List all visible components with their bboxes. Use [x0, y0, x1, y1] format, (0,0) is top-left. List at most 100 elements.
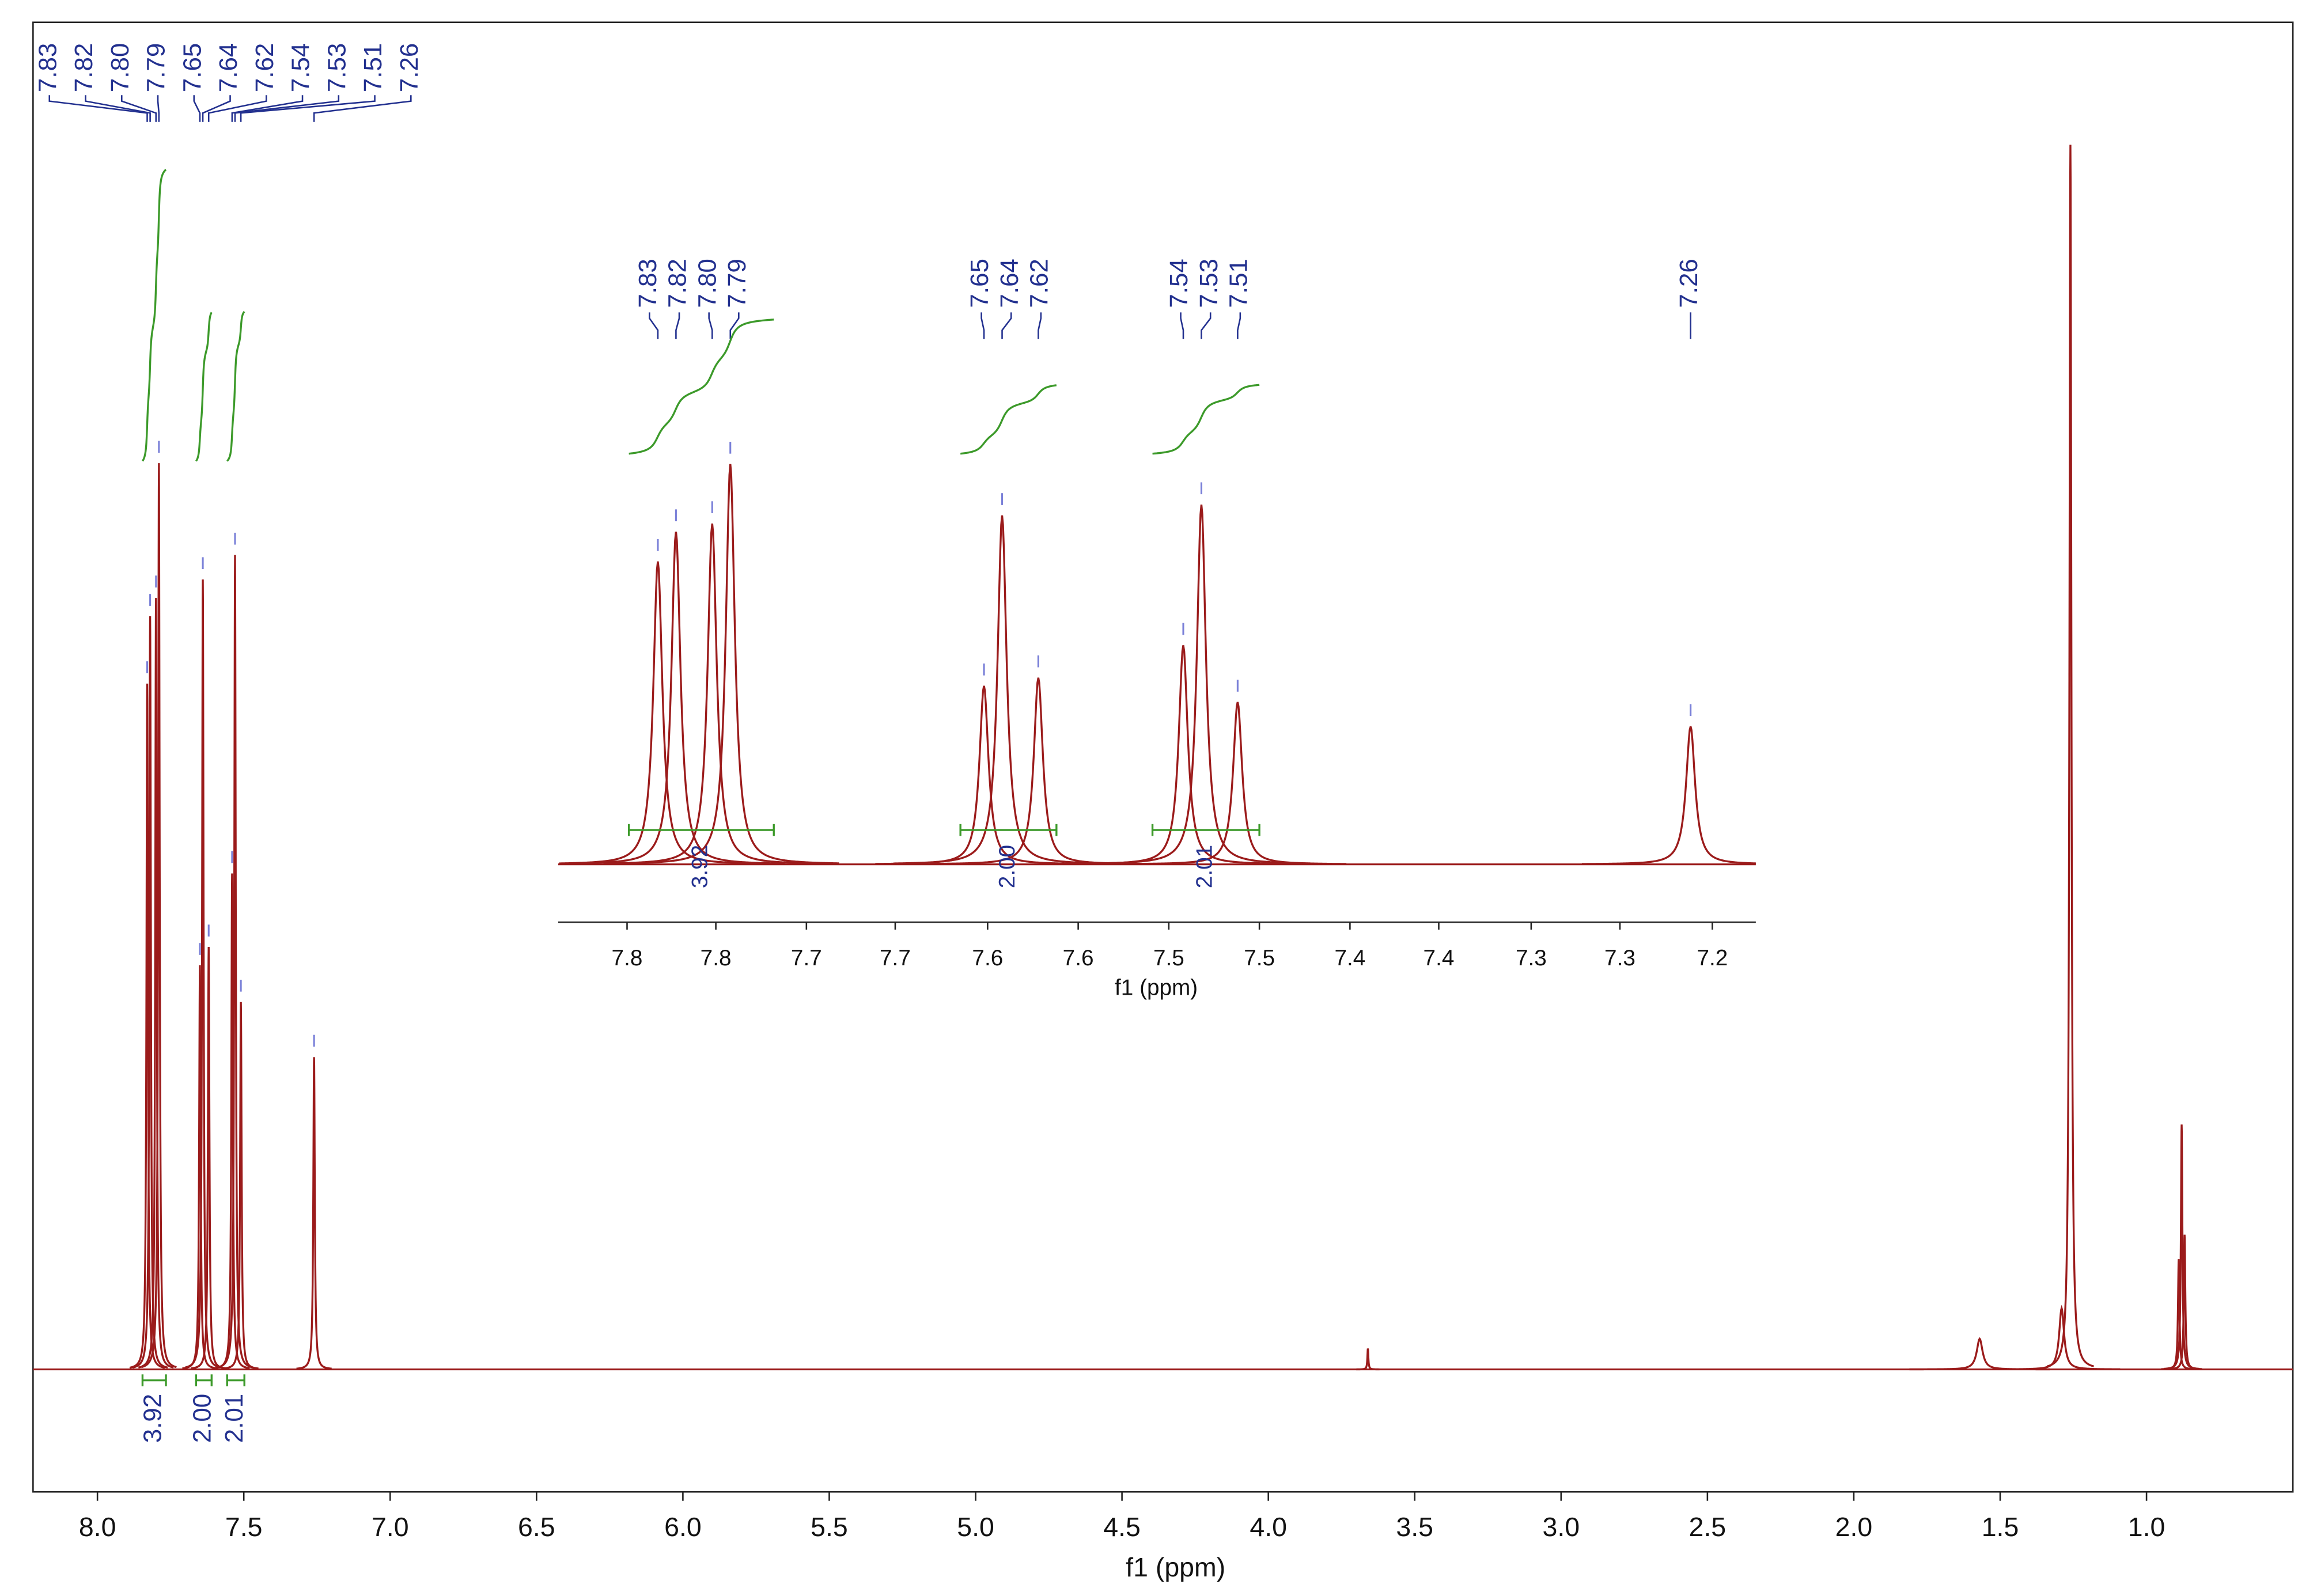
integral-bracket [226, 1374, 245, 1386]
integral-bracket [959, 824, 1058, 836]
x-tick-label: 7.5 [225, 1512, 263, 1542]
x-tick-label: 7.5 [1244, 946, 1275, 971]
x-tick-label: 6.0 [664, 1512, 702, 1542]
x-tick-label: 7.0 [372, 1512, 409, 1542]
peak [217, 555, 253, 1368]
peak-label: 7.54 [287, 43, 315, 92]
peak [2167, 1234, 2202, 1370]
peak-label: 7.53 [1195, 259, 1223, 308]
peak-label: 7.54 [1165, 259, 1193, 308]
peak-label: 7.62 [1025, 259, 1053, 308]
peak-label-leader [193, 95, 201, 122]
x-tick-label: 7.8 [701, 946, 732, 971]
integral-bracket [627, 824, 775, 836]
peak-label: 7.64 [995, 259, 1024, 308]
integral-label: 2.00 [188, 1394, 216, 1443]
integral-curve [195, 312, 213, 462]
x-tick-label: 3.5 [1396, 1512, 1433, 1542]
peak [185, 579, 221, 1368]
peak [929, 677, 1148, 865]
peak-label: 7.64 [214, 43, 243, 92]
peak [296, 1057, 332, 1370]
x-tick-label: 5.5 [811, 1512, 848, 1542]
peak-label-leader [675, 312, 680, 339]
peak [141, 463, 177, 1368]
peak-label: 7.65 [178, 43, 206, 92]
peak-label-leader [313, 95, 412, 122]
x-tick-label: 7.3 [1604, 946, 1635, 971]
x-tick-label: 7.7 [880, 946, 911, 971]
peak-label: 7.79 [723, 259, 751, 308]
peak [2046, 145, 2094, 1367]
peak [893, 515, 1111, 865]
peak-label-leader [207, 95, 267, 122]
peak-label: 7.82 [70, 43, 98, 92]
peak [1129, 702, 1347, 865]
peak-label-leader [231, 95, 304, 122]
peak-label: 7.65 [966, 259, 994, 308]
x-tick-label: 6.5 [518, 1512, 555, 1542]
peak-label-leader [202, 95, 231, 122]
x-tick-label: 4.0 [1250, 1512, 1287, 1542]
peak-label: 7.62 [251, 43, 279, 92]
x-tick-label: 5.0 [957, 1512, 994, 1542]
x-tick-label: 7.4 [1334, 946, 1365, 971]
integral-curve [1152, 384, 1260, 455]
integral-bracket [195, 1374, 213, 1386]
peak-label: 7.51 [1224, 259, 1252, 308]
peak-label-leader [240, 95, 376, 122]
peak-label: 7.83 [33, 43, 62, 92]
peak [622, 464, 839, 865]
peak [567, 531, 785, 865]
integral-curve [960, 384, 1057, 455]
peak-label-leader [85, 95, 151, 122]
integral-curve [142, 169, 167, 462]
x-tick-label: 7.6 [972, 946, 1003, 971]
integral-curve [629, 319, 774, 455]
peak-label-leader [48, 95, 148, 122]
peak [1092, 505, 1311, 865]
x-tick-label: 7.4 [1423, 946, 1455, 971]
peak-label-leader [1038, 312, 1042, 339]
peak [129, 683, 165, 1369]
peak-label-leader [980, 312, 985, 339]
peak [1581, 726, 1756, 865]
x-tick-label: 2.5 [1689, 1512, 1727, 1542]
integral-label: 2.00 [995, 845, 1020, 888]
inset-x-axis-label: f1 (ppm) [1115, 976, 1198, 1000]
peak [191, 947, 226, 1370]
peak-label: 7.83 [634, 259, 662, 308]
peak-label-leader [1001, 312, 1012, 339]
peak-label-leader [708, 312, 713, 339]
peak-label: 7.53 [323, 43, 351, 92]
peak-label-leader [120, 95, 157, 122]
x-tick-label: 1.0 [2128, 1512, 2165, 1542]
integral-label: 2.01 [1192, 845, 1217, 888]
peak-label-leader [729, 312, 740, 339]
x-tick-label: 7.5 [1153, 946, 1184, 971]
x-tick-label: 4.5 [1103, 1512, 1141, 1542]
peak-label: 7.80 [106, 43, 134, 92]
x-tick-label: 7.7 [791, 946, 822, 971]
peak-label-leader [1237, 312, 1241, 339]
peak [1356, 1348, 1380, 1371]
x-tick-label: 1.5 [1982, 1512, 2019, 1542]
integral-label: 3.92 [688, 845, 713, 888]
peak-label: 7.26 [395, 43, 423, 92]
x-tick-label: 8.0 [79, 1512, 116, 1542]
x-tick-label: 7.2 [1697, 946, 1728, 971]
x-tick-label: 7.3 [1516, 946, 1547, 971]
integral-label: 2.01 [220, 1394, 248, 1443]
peak-label: 7.51 [359, 43, 387, 92]
peak-label: 7.79 [142, 43, 171, 92]
peak-label-leader [1201, 312, 1211, 339]
peak-label-leader [234, 95, 340, 122]
peak-label-leader [1180, 312, 1184, 339]
integral-label: 3.92 [138, 1394, 166, 1443]
x-tick-label: 2.0 [1835, 1512, 1873, 1542]
peak [2003, 1305, 2121, 1371]
plot-frame [32, 21, 2294, 1493]
peak [223, 1002, 259, 1370]
